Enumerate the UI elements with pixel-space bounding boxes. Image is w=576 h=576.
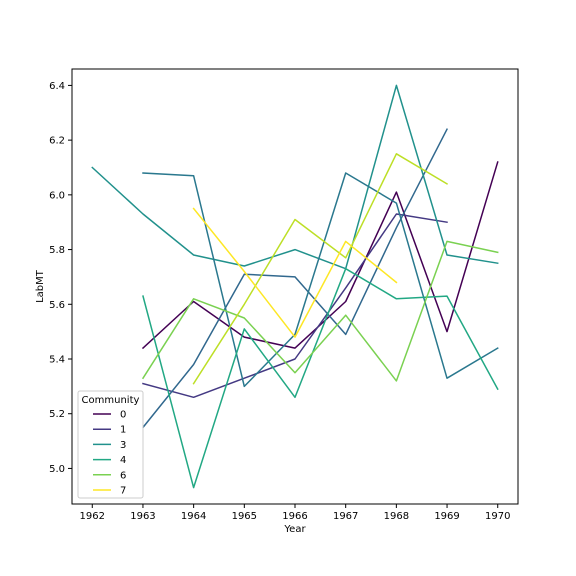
legend-title: Community <box>82 395 140 406</box>
y-axis: 5.0 5.2 5.4 5.6 5.8 6.0 6.2 6.4 <box>49 81 72 475</box>
x-tick-label: 1966 <box>282 511 307 522</box>
x-tick-label: 1962 <box>80 511 105 522</box>
series-line <box>91 84 499 270</box>
x-tick-label: 1964 <box>181 511 206 522</box>
series-line <box>192 153 449 385</box>
series-line <box>141 161 499 350</box>
series-line <box>141 240 499 382</box>
legend-label: 7 <box>120 486 126 497</box>
y-tick-label: 5.6 <box>49 300 65 311</box>
y-tick-label: 5.2 <box>49 409 65 420</box>
x-axis-label: Year <box>283 524 306 535</box>
x-tick-label: 1969 <box>434 511 459 522</box>
y-tick-label: 5.0 <box>49 464 65 475</box>
series-line <box>142 213 448 399</box>
legend-label: 1 <box>120 425 126 436</box>
x-tick-label: 1963 <box>130 511 155 522</box>
series-line <box>142 172 499 388</box>
y-tick-label: 6.2 <box>49 136 65 147</box>
x-tick-label: 1965 <box>232 511 257 522</box>
series-layer <box>91 84 499 489</box>
y-tick-label: 6.0 <box>49 190 65 201</box>
y-tick-label: 5.8 <box>49 245 65 256</box>
x-tick-label: 1968 <box>384 511 409 522</box>
legend-label: 0 <box>120 410 126 421</box>
legend-label: 3 <box>120 440 126 451</box>
y-axis-label: LabMT <box>35 269 46 303</box>
plot-background <box>72 69 518 504</box>
x-tick-label: 1970 <box>485 511 510 522</box>
x-axis: 1962 1963 1964 1965 1966 1967 1968 1969 1970 <box>80 504 510 522</box>
series-line <box>192 207 398 338</box>
series-line <box>142 267 499 489</box>
legend-label: 4 <box>120 455 126 466</box>
y-tick-label: 6.4 <box>49 81 65 92</box>
legend: Community 0 1 3 4 6 7 <box>77 390 144 499</box>
series-line <box>141 128 449 429</box>
y-tick-label: 5.4 <box>49 355 65 366</box>
x-tick-label: 1967 <box>333 511 358 522</box>
legend-label: 6 <box>120 470 126 481</box>
legend-entries: 0 1 3 4 6 7 <box>93 410 126 497</box>
